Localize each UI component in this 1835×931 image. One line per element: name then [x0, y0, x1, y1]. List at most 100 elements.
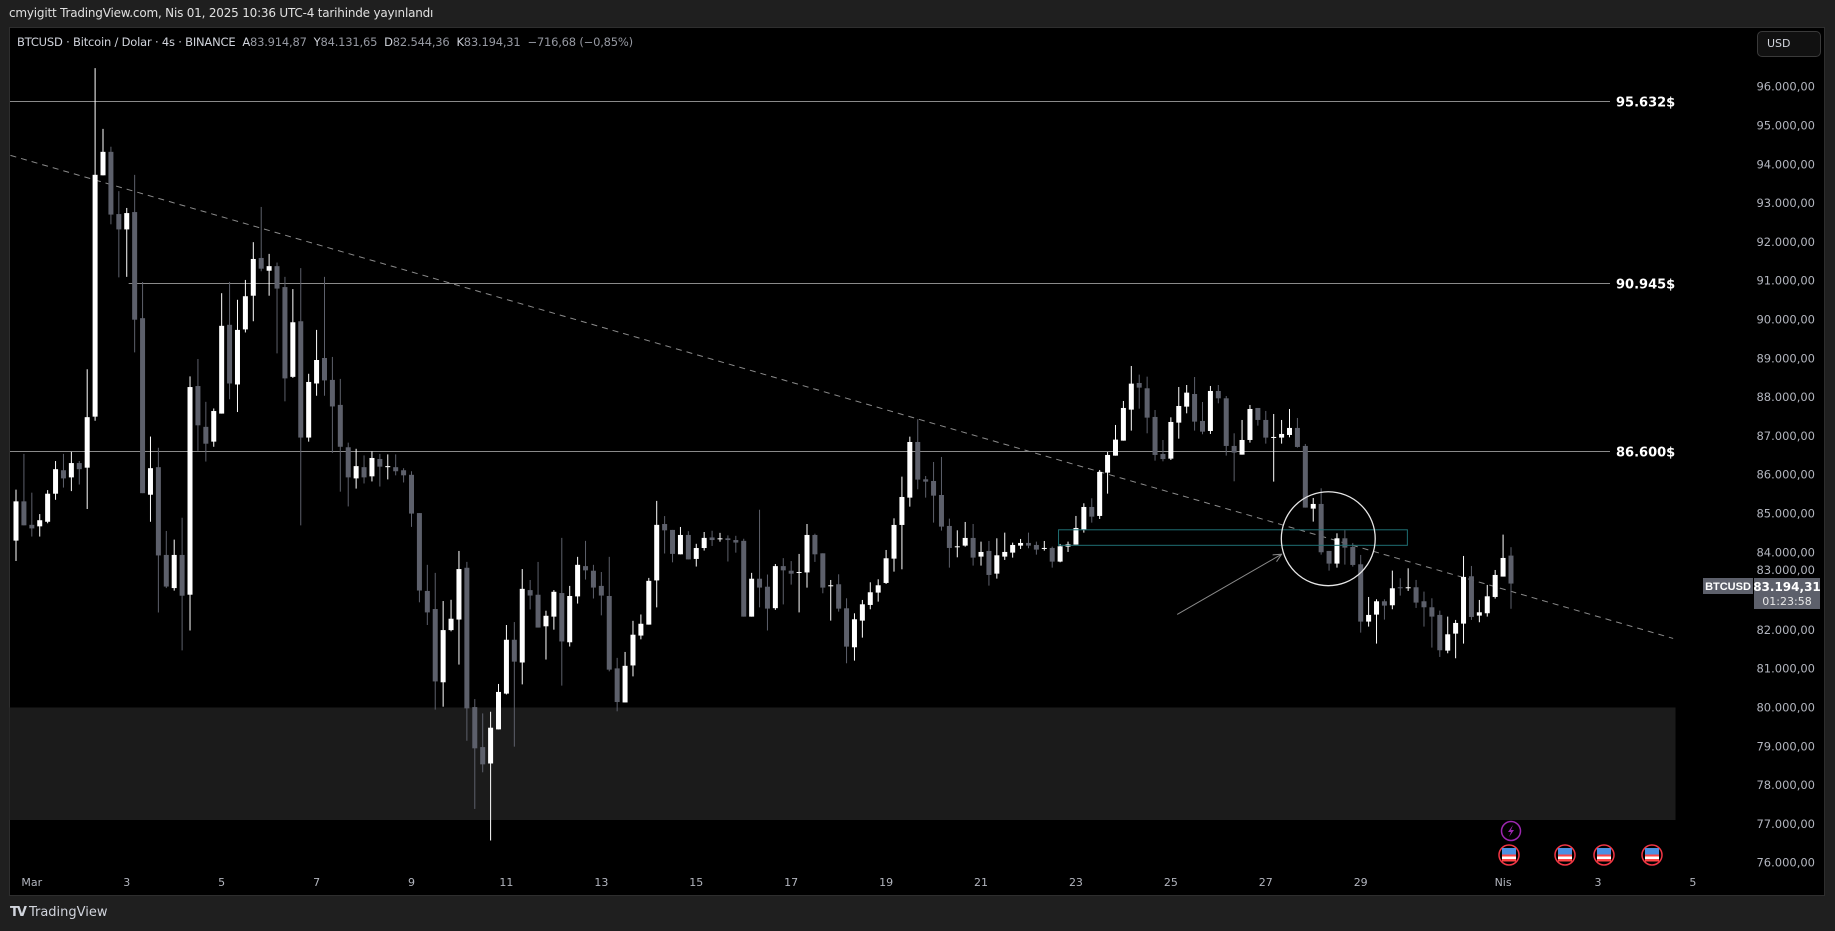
candle	[124, 213, 130, 230]
price-tick-label: 81.000,00	[1756, 662, 1815, 676]
candle	[780, 566, 786, 571]
candle	[1445, 634, 1451, 651]
price-tick-label: 82.000,00	[1756, 623, 1815, 637]
candle	[1366, 614, 1372, 622]
candle	[1342, 538, 1348, 548]
currency-button[interactable]: USD	[1757, 31, 1821, 57]
candle	[1073, 527, 1079, 545]
time-tick-label: 5	[218, 876, 225, 889]
candle	[1033, 544, 1039, 550]
candle	[1215, 390, 1221, 399]
candle	[923, 479, 929, 482]
candle	[92, 174, 98, 417]
candle	[1374, 601, 1380, 615]
candle	[290, 322, 296, 377]
open-value: 83.914,87	[249, 35, 307, 49]
lightning-icon[interactable]	[1500, 820, 1522, 842]
price-tick-label: 80.000,00	[1756, 701, 1815, 715]
open-label: A	[242, 35, 250, 49]
candle	[946, 525, 952, 548]
candle	[416, 513, 422, 591]
highlight-circle	[1280, 491, 1376, 587]
candle	[1057, 546, 1063, 562]
candle	[488, 727, 494, 764]
candle	[1105, 454, 1111, 473]
candle	[1247, 408, 1253, 440]
candle	[1231, 445, 1237, 453]
candle	[1421, 601, 1427, 608]
candle	[1192, 393, 1198, 422]
candle	[266, 266, 272, 271]
candle	[456, 569, 462, 620]
candle	[867, 592, 873, 605]
candle	[1207, 390, 1213, 431]
candle	[772, 566, 778, 609]
footer-brand[interactable]: TV TradingView	[10, 905, 107, 920]
candle	[1025, 542, 1031, 546]
candle	[749, 578, 755, 617]
us-flag-icon[interactable]	[1593, 844, 1615, 866]
symbol-tag-label: BTCUSD	[1705, 581, 1751, 593]
candle	[614, 668, 620, 703]
candle	[559, 593, 565, 642]
candle	[954, 546, 960, 548]
publish-info: cmyigitt TradingView.com, Nis 01, 2025 1…	[9, 6, 434, 20]
candle	[480, 747, 486, 765]
candle	[1263, 419, 1269, 438]
candle	[227, 324, 233, 384]
candle	[100, 151, 106, 176]
candle	[1112, 439, 1118, 456]
symbol-title: BTCUSD · Bitcoin / Dolar · 4s · BINANCE	[17, 35, 236, 49]
candle	[630, 634, 636, 666]
candle	[242, 296, 248, 330]
us-flag-icon[interactable]	[1554, 844, 1576, 866]
price-tick-label: 94.000,00	[1756, 157, 1815, 171]
candle	[337, 404, 343, 447]
symbol-tag	[1703, 578, 1753, 594]
arrow-head-icon	[1272, 553, 1283, 562]
candle	[1381, 601, 1387, 606]
candle	[622, 665, 628, 703]
candle	[345, 447, 351, 478]
candle	[1136, 382, 1142, 388]
candle	[1168, 421, 1174, 459]
candle	[147, 468, 153, 495]
candle	[757, 578, 763, 588]
candle	[68, 463, 74, 478]
candle	[84, 417, 90, 468]
candle	[938, 494, 944, 527]
candle	[1500, 557, 1506, 577]
candle	[369, 457, 375, 477]
candle	[519, 588, 525, 663]
candle	[1310, 503, 1316, 509]
level-label: 95.632$	[1616, 96, 1675, 111]
candle	[851, 619, 857, 648]
candle	[1437, 614, 1443, 651]
us-flag-icon[interactable]	[1641, 844, 1663, 866]
candle	[258, 257, 264, 269]
candle	[1002, 551, 1008, 557]
candle	[116, 214, 122, 230]
trendline-dashed	[10, 154, 1674, 639]
candle	[891, 524, 897, 559]
candle	[717, 538, 723, 540]
candle	[1049, 547, 1055, 562]
candle	[361, 467, 367, 478]
symbol-legend: BTCUSD · Bitcoin / Dolar · 4s · BINANCE …	[17, 35, 633, 49]
candle	[646, 580, 652, 625]
candle	[1389, 588, 1395, 606]
time-tick-label: Nis	[1495, 876, 1512, 889]
candle	[1508, 555, 1514, 584]
candle	[179, 554, 185, 596]
price-tick-label: 93.000,00	[1756, 196, 1815, 210]
candle	[1018, 542, 1024, 546]
candle	[1492, 574, 1498, 597]
candle	[693, 548, 699, 559]
brand-name: TradingView	[28, 905, 108, 920]
high-label: Y	[313, 35, 321, 49]
price-tick-label: 76.000,00	[1756, 856, 1815, 870]
us-flag-icon[interactable]	[1498, 844, 1520, 866]
candle	[1476, 612, 1482, 616]
time-tick-label: 21	[974, 876, 988, 889]
candle	[907, 441, 913, 498]
